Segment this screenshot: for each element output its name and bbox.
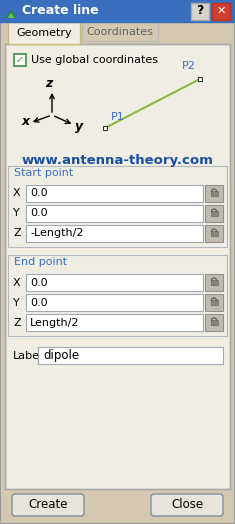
Bar [205,225,223,242]
Bar [211,300,218,305]
Text: Y: Y [13,298,20,308]
Text: P2: P2 [182,61,196,71]
Bar [103,126,107,130]
Text: 0.0: 0.0 [30,298,48,308]
Bar [38,347,223,364]
Text: Length/2: Length/2 [30,318,79,328]
Text: -Length/2: -Length/2 [30,228,83,238]
Text: X: X [13,278,21,288]
Text: 0.0: 0.0 [30,209,48,219]
Bar [205,294,223,311]
Text: x: x [22,115,30,128]
Bar [211,211,218,216]
Text: Use global coordinates: Use global coordinates [31,55,158,65]
Text: z: z [45,77,52,90]
Text: y: y [75,120,83,133]
FancyBboxPatch shape [12,494,84,516]
Text: Z: Z [13,318,21,328]
Text: 0.0: 0.0 [30,189,48,199]
Bar [8,22,80,44]
Text: ✓: ✓ [16,55,24,65]
Text: X: X [13,189,21,199]
Bar [0,0,235,22]
Bar [26,294,203,311]
Polygon shape [7,12,15,18]
Text: ?: ? [196,5,204,17]
Bar [26,225,203,242]
Bar [205,205,223,222]
Bar [205,274,223,291]
Text: Coordinates: Coordinates [86,27,153,37]
Text: Z: Z [13,228,21,238]
Text: dipole: dipole [43,350,79,363]
Bar [211,320,218,325]
Bar [8,166,227,247]
Text: www.antenna-theory.com: www.antenna-theory.com [22,154,213,167]
Text: ✕: ✕ [216,6,226,16]
Bar [198,77,202,81]
Bar [211,191,218,196]
Bar [205,185,223,202]
Bar [211,231,218,236]
Bar [5,44,230,489]
Text: End point: End point [14,257,67,267]
Text: Start point: Start point [14,168,73,178]
Bar [191,3,209,20]
Text: Close: Close [171,498,203,511]
Polygon shape [6,10,16,18]
Text: 0.0: 0.0 [30,278,48,288]
Bar [26,185,203,202]
Text: Y: Y [13,209,20,219]
Bar [26,205,203,222]
Bar [8,255,227,336]
Bar [82,22,158,41]
Bar [211,280,218,285]
Polygon shape [8,14,14,18]
Bar [14,54,26,66]
Text: Create line: Create line [22,5,99,17]
Bar [26,314,203,331]
Bar [26,274,203,291]
Text: Label: Label [13,351,43,361]
Text: P1: P1 [111,112,125,122]
Text: Create: Create [28,498,68,511]
FancyBboxPatch shape [151,494,223,516]
Bar [212,3,230,20]
Bar [205,314,223,331]
Text: Geometry: Geometry [16,28,72,38]
